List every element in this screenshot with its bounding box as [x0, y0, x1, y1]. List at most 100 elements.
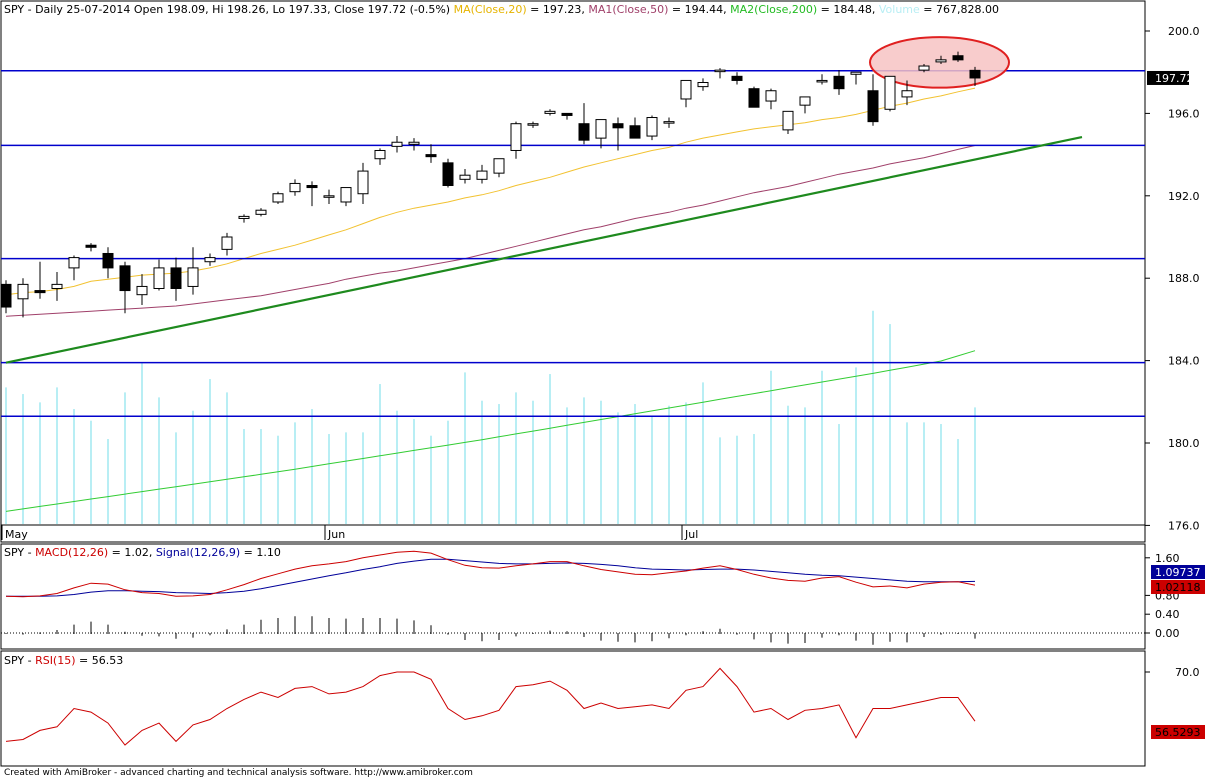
volume-bar — [226, 392, 228, 524]
rsi-legend-value: = 56.53 — [79, 654, 124, 667]
candle-body — [629, 125, 641, 139]
month-axis: May Jun Jul — [1, 525, 698, 541]
volume-bar — [685, 402, 687, 524]
volume-bar — [158, 397, 160, 524]
candle-body — [578, 123, 590, 141]
volume-bar — [396, 410, 398, 524]
signal-tag-text: 1.09737 — [1155, 566, 1201, 579]
price-tick-label: 196.0 — [1168, 107, 1200, 120]
volume-bar — [498, 404, 500, 524]
price-tick-label: 192.0 — [1168, 190, 1200, 203]
macd-legend-label: MACD(12,26) — [35, 546, 109, 559]
volume-bar — [719, 437, 721, 524]
candle-body — [136, 285, 148, 296]
volume-bar — [362, 432, 364, 524]
volume-bar — [277, 435, 279, 524]
rsi-axis: 70.0 56.5293 — [1145, 666, 1205, 739]
rsi-legend: SPY - RSI(15) = 56.53 — [4, 654, 123, 667]
ma50-line — [5, 145, 976, 317]
candle-body — [425, 154, 437, 158]
volume-bar — [651, 415, 653, 524]
candle-body — [102, 252, 114, 269]
trendline-path — [5, 136, 1083, 364]
signal-path — [6, 558, 976, 597]
candle-body — [816, 79, 828, 83]
candle-body — [493, 158, 505, 174]
volume-bar — [345, 432, 347, 524]
candle-body — [442, 162, 454, 186]
candle-body — [731, 75, 743, 81]
volume-bar — [770, 370, 772, 524]
price-tick-label: 200.0 — [1168, 25, 1200, 38]
volume-bar — [600, 400, 602, 524]
price-axis: 200.0 196.0 192.0 188.0 184.0 180.0 176.0 197.7… — [1145, 25, 1200, 532]
macd-legend-value: = 1.02, — [111, 546, 153, 559]
candle-body — [867, 90, 879, 123]
rsi-panel-frame — [0, 650, 1146, 767]
volume-bar — [328, 434, 330, 524]
volume-bar — [447, 420, 449, 524]
candle-body — [935, 59, 947, 63]
volume-bar — [957, 439, 959, 524]
candle-body — [17, 283, 29, 300]
volume-bar — [736, 435, 738, 524]
volume-bar — [175, 432, 177, 524]
candle-body — [765, 90, 777, 102]
candle-body — [510, 123, 522, 151]
volume-bar — [22, 394, 24, 524]
ma20-path — [5, 87, 976, 296]
rsi-tag — [1151, 725, 1205, 739]
volume-bar — [855, 367, 857, 524]
candle-body — [306, 185, 318, 189]
legend-ma200-label: MA2(Close,200) — [730, 3, 818, 16]
candle-body — [374, 149, 386, 160]
volume-bar — [940, 424, 942, 524]
macd-legend-symbol: SPY — [4, 546, 25, 559]
candle-body — [68, 257, 80, 269]
volume-bar — [617, 412, 619, 524]
volume-bar — [566, 407, 568, 524]
signal-legend-value: = 1.10 — [243, 546, 281, 559]
candle-body — [221, 236, 233, 250]
candle-body — [204, 257, 216, 263]
volume-bar — [906, 422, 908, 524]
volume-bar — [549, 374, 551, 524]
volume-bar — [668, 405, 670, 524]
rsi-series — [5, 667, 976, 746]
candle-body — [561, 112, 573, 116]
rsi-legend-label: RSI(15) — [35, 654, 76, 667]
candle-body — [255, 209, 267, 215]
candle-body — [782, 110, 794, 131]
volume-bar — [787, 405, 789, 524]
signal-legend-label: Signal(12,26,9) — [155, 546, 241, 559]
candle-body — [901, 90, 913, 98]
volume-bar — [974, 407, 976, 524]
candle-body — [799, 96, 811, 106]
candle-body — [238, 215, 250, 219]
candle-body — [884, 75, 896, 110]
horizontal-levels[interactable] — [1, 70, 1145, 417]
candle-body — [85, 244, 97, 248]
trendline[interactable] — [5, 136, 1083, 364]
legend-sep: - — [27, 546, 36, 559]
legend-ma200-value: = 184.48, — [820, 3, 876, 16]
volume-bar — [413, 419, 415, 524]
ma200-path — [5, 350, 976, 512]
candle-body — [459, 174, 471, 180]
volume-bar — [889, 324, 891, 524]
volume-bar — [872, 310, 874, 524]
signal-tag — [1151, 565, 1205, 579]
main-legend: SPY - Daily 25-07-2014 Open 198.09, Hi 1… — [4, 3, 999, 16]
candle-body — [153, 267, 165, 289]
volume-bar — [515, 392, 517, 524]
ma200-line — [5, 350, 976, 512]
volume-bar — [379, 384, 381, 524]
candle-body — [544, 110, 556, 114]
macd-tag-text: 1.02118 — [1155, 581, 1201, 594]
legend-ma50-value: = 194.44, — [671, 3, 727, 16]
candle-body — [289, 182, 301, 193]
volume-bar — [260, 429, 262, 524]
candle-body — [748, 88, 760, 108]
volume-bar — [141, 362, 143, 524]
